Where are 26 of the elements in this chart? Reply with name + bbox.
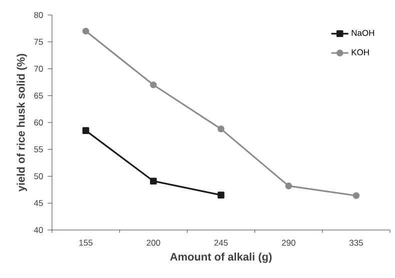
y-tick-label: 80: [34, 12, 43, 18]
x-tick-label: 155: [79, 240, 93, 246]
point: [218, 126, 224, 132]
legend-label: KOH: [352, 49, 369, 56]
y-tick-label: 70: [34, 66, 43, 72]
point: [82, 127, 90, 134]
legend-label: NaOH: [352, 30, 374, 36]
x-tick-label: 335: [349, 240, 363, 246]
point: [285, 182, 292, 190]
y-tick-label: 40: [34, 227, 43, 233]
y-tick-label: 45: [34, 200, 43, 206]
y-tick-label: 65: [34, 92, 43, 99]
y-axis-title: yield of rice husk solid (%): [16, 54, 27, 192]
y-tick-label: 60: [34, 120, 43, 126]
x-tick-label: 200: [146, 240, 160, 246]
y-tick-label: 55: [34, 146, 43, 152]
y-tick-label: 50: [34, 173, 43, 180]
point: [150, 81, 157, 88]
x-tick-label: 245: [214, 240, 228, 246]
point: [352, 192, 360, 199]
point: [218, 192, 224, 198]
point: [82, 28, 90, 35]
point: [150, 178, 157, 184]
x-tick-label: 290: [282, 240, 296, 246]
y-tick-label: 75: [34, 38, 43, 45]
x-axis-title: Amount of alkali (g): [170, 252, 272, 263]
